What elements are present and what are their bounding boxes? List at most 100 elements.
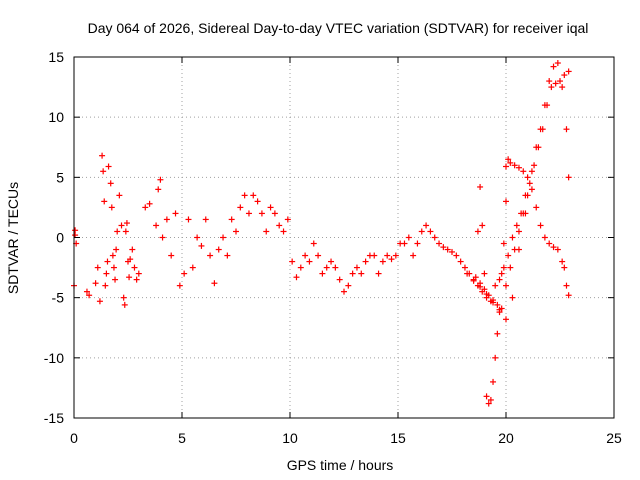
- data-point: [392, 252, 399, 259]
- data-point: [554, 60, 561, 67]
- data-point: [401, 240, 408, 247]
- x-tick-label: 15: [390, 430, 406, 446]
- data-point: [122, 228, 129, 235]
- data-point: [118, 222, 125, 229]
- data-point: [121, 301, 128, 308]
- data-point: [319, 270, 326, 277]
- data-point: [96, 298, 103, 305]
- data-point: [323, 264, 330, 271]
- data-point: [241, 192, 248, 199]
- data-point: [505, 252, 512, 259]
- data-point: [500, 240, 507, 247]
- data-point: [153, 222, 160, 229]
- data-point: [550, 244, 557, 251]
- data-point: [123, 220, 130, 227]
- data-point: [461, 264, 468, 271]
- data-point: [332, 264, 339, 271]
- data-point: [102, 282, 109, 289]
- data-point: [513, 222, 520, 229]
- data-point: [126, 274, 133, 281]
- data-point: [561, 264, 568, 271]
- data-point: [524, 192, 531, 199]
- data-point: [328, 258, 335, 265]
- data-point: [565, 68, 572, 75]
- data-point: [293, 274, 300, 281]
- data-point: [423, 222, 430, 229]
- data-point: [492, 282, 499, 289]
- data-point: [431, 234, 438, 241]
- data-point: [157, 176, 164, 183]
- data-point: [131, 264, 138, 271]
- data-point: [107, 180, 114, 187]
- data-point: [520, 168, 527, 175]
- data-point: [271, 210, 278, 217]
- data-point: [487, 396, 494, 403]
- data-point: [559, 258, 566, 265]
- data-point: [528, 186, 535, 193]
- data-point: [453, 252, 460, 259]
- data-point: [507, 159, 514, 166]
- data-point: [297, 264, 304, 271]
- x-tick-label: 10: [282, 430, 298, 446]
- data-point: [384, 252, 391, 259]
- data-point: [548, 84, 555, 91]
- data-point: [215, 246, 222, 253]
- data-point: [155, 186, 162, 193]
- data-point: [135, 270, 142, 277]
- grid: [74, 57, 614, 418]
- data-point: [470, 277, 477, 284]
- data-point: [500, 264, 507, 271]
- data-point: [485, 400, 492, 407]
- data-point: [336, 276, 343, 283]
- data-point: [168, 252, 175, 259]
- y-tick-label: 15: [48, 49, 64, 65]
- y-axis-label: SDTVAR / TECUs: [5, 182, 21, 294]
- data-point: [379, 258, 386, 265]
- data-point: [72, 227, 79, 234]
- data-point: [181, 270, 188, 277]
- data-point: [101, 198, 108, 205]
- data-point: [341, 288, 347, 295]
- data-point: [127, 256, 134, 263]
- data-point: [371, 252, 378, 259]
- data-point: [565, 174, 572, 181]
- y-tick-label: 0: [56, 230, 64, 246]
- y-tick-label: -5: [52, 290, 65, 306]
- data-point: [472, 274, 479, 281]
- data-point: [464, 270, 471, 277]
- data-point: [531, 162, 538, 169]
- data-point: [440, 244, 447, 251]
- data-point: [110, 264, 117, 271]
- data-point: [163, 216, 170, 223]
- data-point: [83, 288, 90, 295]
- data-point: [503, 198, 509, 205]
- axis-ticks: 0 5 10 15 20 25 -15 -10 -5 0 5 10 15: [44, 49, 622, 446]
- data-point: [112, 276, 119, 283]
- y-tick-label: 5: [56, 169, 64, 185]
- data-point: [554, 246, 561, 253]
- data-point: [310, 240, 317, 247]
- data-point: [92, 280, 99, 287]
- data-point: [211, 280, 218, 287]
- data-point: [533, 144, 540, 151]
- data-point: [537, 126, 544, 133]
- data-point: [189, 264, 196, 271]
- data-point: [449, 248, 455, 255]
- data-point: [280, 228, 287, 235]
- data-point: [99, 152, 106, 159]
- data-point: [250, 192, 257, 199]
- data-point: [258, 210, 265, 217]
- data-point: [345, 282, 352, 289]
- y-tick-label: -15: [44, 410, 64, 426]
- data-point: [233, 228, 239, 235]
- data-point: [414, 240, 421, 247]
- data-point: [496, 276, 503, 283]
- x-axis-label: GPS time / hours: [287, 457, 394, 473]
- data-series: [71, 60, 572, 407]
- data-point: [503, 163, 509, 170]
- y-tick-label: -10: [44, 350, 64, 366]
- data-point: [541, 102, 548, 109]
- data-point: [498, 270, 505, 277]
- data-point: [477, 183, 484, 190]
